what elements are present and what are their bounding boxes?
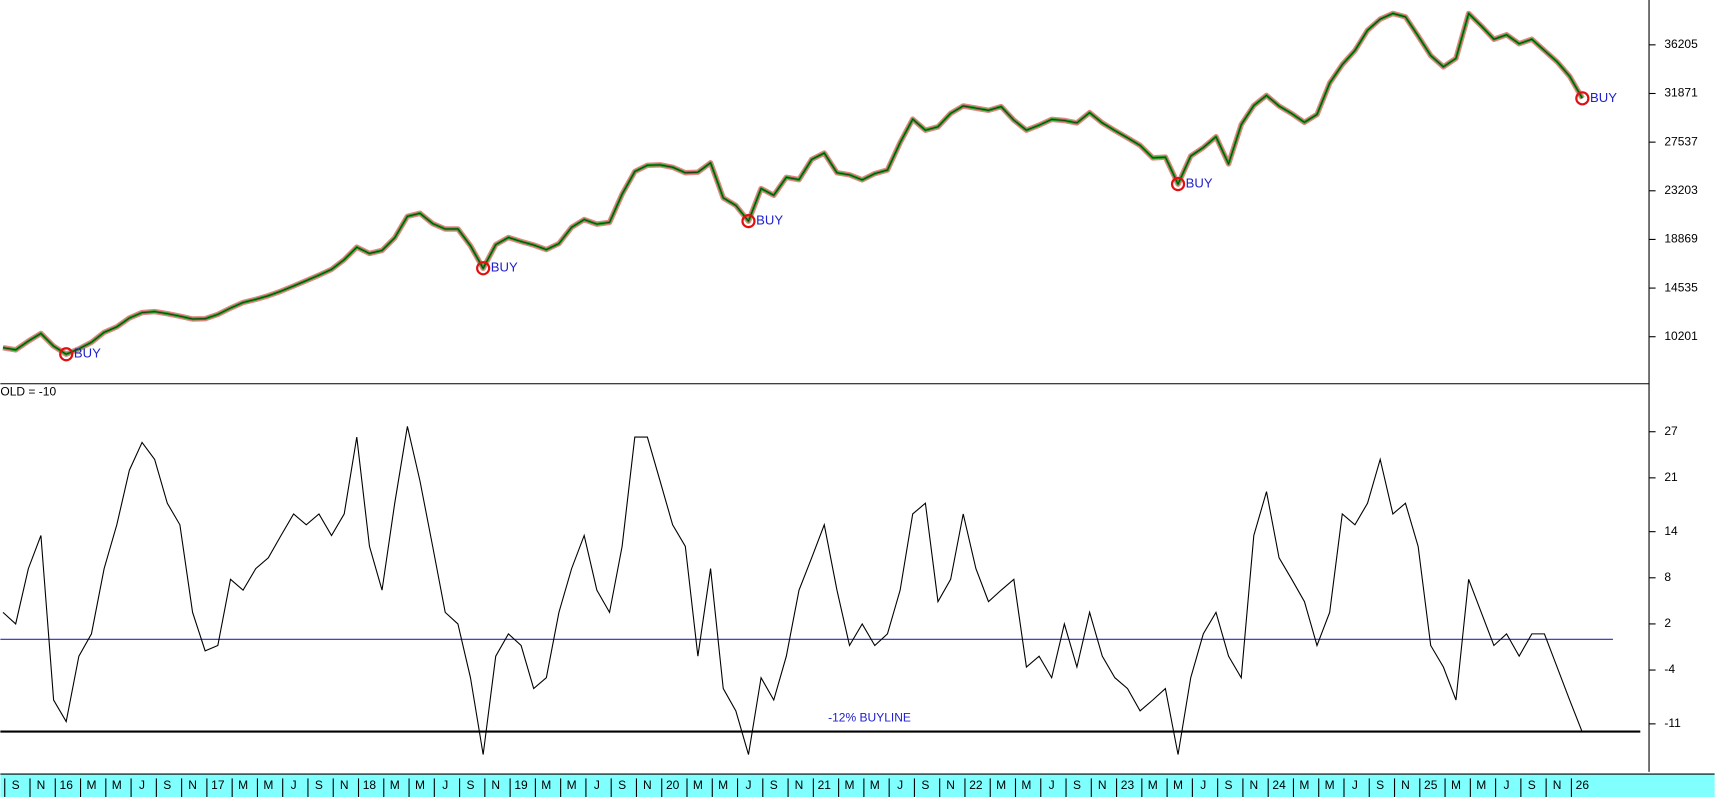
y-tick-label: 27537 [1664, 134, 1698, 148]
buy-label: BUY [756, 213, 783, 228]
buy-label: BUY [1590, 90, 1617, 105]
x-tick-label: S [921, 778, 929, 792]
indicator-line [2, 426, 1583, 755]
x-tick-label: 23 [1121, 778, 1135, 792]
x-tick-label: 26 [1576, 778, 1590, 792]
y-tick-label: -4 [1664, 662, 1675, 676]
x-tick-label: M [415, 778, 425, 792]
buy-marker [59, 347, 74, 362]
x-tick-label: 25 [1424, 778, 1438, 792]
x-tick-label: S [1225, 778, 1233, 792]
x-tick-label: 17 [211, 778, 225, 792]
x-tick-label: N [37, 778, 46, 792]
x-tick-label: M [1148, 778, 1158, 792]
x-tick-label: 24 [1272, 778, 1286, 792]
y-tick-label: 2 [1664, 616, 1671, 630]
x-tick-label: J [1049, 778, 1055, 792]
x-tick-label: N [643, 778, 652, 792]
y-tick-label: 23203 [1664, 183, 1698, 197]
x-tick-label: M [1173, 778, 1183, 792]
x-tick-label: 18 [363, 778, 377, 792]
x-tick-label: M [541, 778, 551, 792]
x-tick-label: 20 [666, 778, 680, 792]
buy-marker [741, 214, 756, 229]
x-tick-label: M [718, 778, 728, 792]
y-tick-label: 27 [1664, 424, 1678, 438]
x-tick-label: J [1504, 778, 1510, 792]
buy-label: BUY [1186, 176, 1213, 191]
x-tick-label: N [340, 778, 349, 792]
x-tick-label: M [1325, 778, 1335, 792]
x-tick-label: M [238, 778, 248, 792]
x-tick-label: J [897, 778, 903, 792]
y-tick-label: 18869 [1664, 232, 1698, 246]
x-tick-label: M [996, 778, 1006, 792]
x-tick-label: J [1352, 778, 1358, 792]
y-tick-label: 31871 [1664, 86, 1698, 100]
x-tick-label: M [567, 778, 577, 792]
x-tick-label: N [1553, 778, 1562, 792]
x-tick-label: N [188, 778, 197, 792]
x-tick-label: N [1250, 778, 1259, 792]
x-tick-label: 22 [969, 778, 983, 792]
x-tick-label: M [1299, 778, 1309, 792]
x-tick-label: N [795, 778, 804, 792]
x-tick-label: J [442, 778, 448, 792]
x-tick-label: M [845, 778, 855, 792]
x-tick-label: J [291, 778, 297, 792]
x-tick-label: S [12, 778, 20, 792]
buy-label: BUY [74, 346, 101, 361]
x-tick-label: 16 [60, 778, 74, 792]
y-tick-label: -11 [1664, 716, 1681, 730]
y-tick-label: 14 [1664, 524, 1678, 538]
x-tick-label: S [770, 778, 778, 792]
x-axis-strip [0, 774, 1715, 797]
buy-marker [1575, 91, 1590, 106]
x-tick-label: N [1098, 778, 1107, 792]
x-tick-label: J [745, 778, 751, 792]
x-tick-label: M [390, 778, 400, 792]
indicator-title: OLD = -10 [0, 385, 56, 399]
x-tick-label: M [870, 778, 880, 792]
x-tick-label: 21 [818, 778, 832, 792]
price-line-core [2, 12, 1583, 355]
x-tick-label: M [263, 778, 273, 792]
y-tick-label: 8 [1664, 570, 1671, 584]
x-tick-label: J [594, 778, 600, 792]
y-tick-label: 21 [1664, 470, 1678, 484]
x-tick-label: S [1073, 778, 1081, 792]
x-tick-label: S [315, 778, 323, 792]
buy-label: BUY [491, 260, 518, 275]
x-tick-label: S [467, 778, 475, 792]
x-tick-label: S [1528, 778, 1536, 792]
buy-marker [1170, 176, 1186, 192]
x-tick-label: M [693, 778, 703, 792]
x-tick-label: N [491, 778, 500, 792]
x-tick-label: M [1476, 778, 1486, 792]
x-tick-label: J [139, 778, 145, 792]
y-tick-label: 14535 [1664, 280, 1698, 294]
x-tick-label: 19 [514, 778, 528, 792]
x-tick-label: N [946, 778, 955, 792]
buy-marker [476, 261, 491, 276]
x-tick-label: M [86, 778, 96, 792]
x-tick-label: M [1021, 778, 1031, 792]
x-tick-label: S [163, 778, 171, 792]
x-tick-label: S [1376, 778, 1384, 792]
x-tick-label: M [112, 778, 122, 792]
y-tick-label: 10201 [1664, 329, 1698, 343]
y-tick-label: 36205 [1664, 37, 1698, 51]
reference-label: -12% BUYLINE [828, 711, 911, 725]
x-tick-label: J [1200, 778, 1206, 792]
x-tick-label: S [618, 778, 626, 792]
x-tick-label: M [1451, 778, 1461, 792]
x-tick-label: N [1401, 778, 1410, 792]
